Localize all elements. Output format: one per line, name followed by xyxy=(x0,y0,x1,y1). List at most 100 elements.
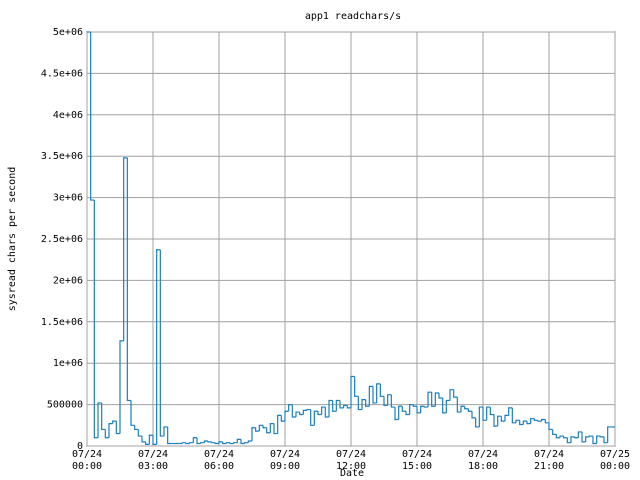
step-segment xyxy=(200,442,205,444)
step-segment xyxy=(310,409,315,426)
y-tick-label: 500000 xyxy=(47,400,83,411)
step-segment xyxy=(236,438,241,443)
step-segment xyxy=(379,383,384,397)
step-segment xyxy=(493,414,498,427)
step-segment xyxy=(240,439,245,445)
step-segment xyxy=(229,442,234,445)
step-segment xyxy=(412,404,417,407)
step-segment xyxy=(405,411,410,416)
step-segment xyxy=(592,436,597,445)
step-segment xyxy=(295,411,300,418)
step-segment xyxy=(368,385,373,407)
step-segment xyxy=(148,434,153,445)
step-segment xyxy=(335,399,340,412)
step-segment xyxy=(255,427,260,432)
x-tick-label: 07/24 06:00 xyxy=(203,449,235,472)
y-tick-label: 4.5e+06 xyxy=(41,68,83,79)
y-tick-label: 0 xyxy=(77,441,83,452)
step-segment xyxy=(112,420,117,424)
step-segment xyxy=(365,399,370,407)
y-tick-label: 5e+06 xyxy=(53,27,83,38)
x-tick-label: 07/24 12:00 xyxy=(335,449,367,472)
step-segment xyxy=(192,437,197,443)
step-segment xyxy=(537,420,542,422)
step-segment xyxy=(269,423,274,433)
step-segment xyxy=(123,157,128,341)
y-tick-label: 2e+06 xyxy=(53,275,83,286)
chart-title: app1 readchars/s xyxy=(305,11,401,22)
step-segment xyxy=(299,412,304,416)
step-segment xyxy=(273,423,278,435)
step-segment xyxy=(376,383,381,403)
y-tick-label: 1e+06 xyxy=(53,358,83,369)
step-segment xyxy=(141,436,146,443)
step-segment xyxy=(346,405,351,409)
step-segment xyxy=(361,399,366,410)
step-segment xyxy=(93,200,98,439)
step-segment xyxy=(599,436,604,438)
step-segment xyxy=(500,416,505,422)
step-segment xyxy=(163,426,168,437)
step-segment xyxy=(207,441,212,443)
step-segment xyxy=(302,409,307,415)
step-segment xyxy=(134,425,139,431)
step-segment xyxy=(280,415,285,422)
step-segment xyxy=(181,442,186,444)
step-segment xyxy=(196,437,201,445)
step-segment xyxy=(108,423,113,438)
step-segment xyxy=(596,435,601,444)
step-segment xyxy=(130,400,135,426)
step-segment xyxy=(288,404,293,412)
step-segment xyxy=(423,406,428,408)
step-segment xyxy=(233,442,238,444)
x-tick-label: 07/24 00:00 xyxy=(71,449,103,472)
step-segment xyxy=(526,421,531,425)
y-axis-label: sysread chars per second xyxy=(7,167,18,312)
step-segment xyxy=(544,419,549,424)
step-segment xyxy=(115,421,120,435)
x-tick-label: 07/24 15:00 xyxy=(401,449,433,472)
step-segment xyxy=(511,407,516,424)
step-segment xyxy=(471,411,476,419)
step-segment xyxy=(284,410,289,422)
step-segment xyxy=(317,411,322,416)
step-segment xyxy=(607,426,612,443)
step-segment xyxy=(104,429,109,439)
step-segment xyxy=(247,440,252,443)
step-segment xyxy=(530,418,535,424)
step-segment xyxy=(145,441,150,445)
step-segment xyxy=(90,32,95,201)
step-segment xyxy=(324,407,329,418)
step-segment xyxy=(420,405,425,413)
step-segment xyxy=(189,442,194,444)
step-segment xyxy=(548,422,553,431)
step-segment xyxy=(478,406,483,427)
step-segment xyxy=(387,394,392,406)
step-segment xyxy=(262,425,267,429)
step-segment xyxy=(203,440,208,443)
y-tick-label: 3e+06 xyxy=(53,193,83,204)
step-segment xyxy=(409,404,414,415)
step-segment xyxy=(156,249,161,445)
x-tick-label: 07/24 21:00 xyxy=(533,449,565,472)
step-segment xyxy=(266,427,271,434)
step-segment xyxy=(354,376,359,397)
step-segment xyxy=(313,410,318,426)
x-tick-label: 07/24 09:00 xyxy=(269,449,301,472)
step-segment xyxy=(159,249,164,437)
step-segment xyxy=(401,406,406,412)
step-segment xyxy=(577,431,582,438)
step-segment xyxy=(416,406,421,414)
step-segment xyxy=(394,407,399,421)
step-segment xyxy=(574,436,579,439)
step-segment xyxy=(559,435,564,438)
step-segment xyxy=(434,392,439,407)
step-segment xyxy=(431,392,436,407)
step-segment xyxy=(350,375,355,408)
step-segment xyxy=(251,427,256,442)
step-segment xyxy=(585,436,590,442)
step-segment xyxy=(563,436,568,439)
step-segment xyxy=(185,442,190,445)
step-segment xyxy=(343,404,348,408)
